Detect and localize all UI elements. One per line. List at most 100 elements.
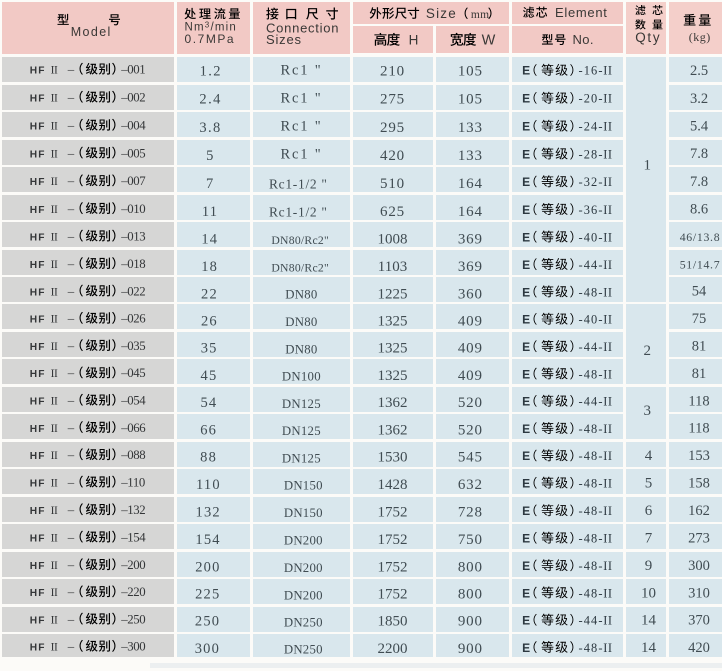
svg-text:26: 26 xyxy=(201,314,218,330)
svg-text:118: 118 xyxy=(688,421,709,437)
svg-text:1225: 1225 xyxy=(378,286,408,302)
svg-text:II: II xyxy=(603,422,612,436)
svg-text:II: II xyxy=(603,258,612,272)
svg-text:18: 18 xyxy=(201,259,218,275)
svg-text:–: – xyxy=(67,558,75,572)
svg-text:1103: 1103 xyxy=(378,259,407,275)
svg-text:75: 75 xyxy=(692,311,707,327)
svg-text:HF: HF xyxy=(30,205,46,216)
svg-text:E: E xyxy=(522,586,530,600)
svg-text:E: E xyxy=(522,422,530,436)
svg-text:II: II xyxy=(51,259,58,271)
svg-text:5: 5 xyxy=(206,148,214,164)
svg-text:-48-: -48- xyxy=(579,285,604,299)
svg-text:35: 35 xyxy=(201,341,218,357)
svg-text:162: 162 xyxy=(688,503,710,519)
svg-text:II: II xyxy=(51,176,58,188)
svg-text:E: E xyxy=(522,313,530,327)
svg-text:HF: HF xyxy=(30,588,46,599)
svg-text:HF: HF xyxy=(30,643,46,654)
svg-text:4: 4 xyxy=(645,448,653,464)
svg-text:54: 54 xyxy=(692,284,707,300)
svg-text:E: E xyxy=(522,559,530,573)
svg-text:900: 900 xyxy=(458,614,483,630)
svg-text:–: – xyxy=(67,284,75,298)
svg-text:11: 11 xyxy=(202,204,218,220)
svg-text:300: 300 xyxy=(688,558,710,574)
svg-text:51/14.7: 51/14.7 xyxy=(680,258,721,272)
svg-text:E: E xyxy=(522,614,530,628)
svg-text:45: 45 xyxy=(201,368,218,384)
svg-text:–: – xyxy=(67,640,75,654)
svg-text:DN125: DN125 xyxy=(282,424,321,438)
svg-text:–001: –001 xyxy=(120,63,145,77)
svg-text:E: E xyxy=(522,395,530,409)
svg-text:–200: –200 xyxy=(120,558,145,572)
svg-text:–: – xyxy=(67,366,75,380)
svg-text:1325: 1325 xyxy=(378,314,408,330)
svg-text:HF: HF xyxy=(30,533,46,544)
svg-text:HF: HF xyxy=(30,66,46,77)
svg-text:Model: Model xyxy=(71,25,112,39)
svg-text:II: II xyxy=(51,587,58,599)
svg-text:E: E xyxy=(522,367,530,381)
svg-text:800: 800 xyxy=(458,587,483,603)
svg-text:632: 632 xyxy=(458,477,483,493)
svg-text:–066: –066 xyxy=(120,421,146,435)
svg-text:II: II xyxy=(603,175,612,189)
svg-text:–: – xyxy=(67,257,75,271)
svg-text:II: II xyxy=(603,614,612,628)
svg-text:-48-: -48- xyxy=(579,586,604,600)
svg-text:3.2: 3.2 xyxy=(690,91,708,107)
svg-text:0.7MPa: 0.7MPa xyxy=(185,32,236,46)
svg-text:1428: 1428 xyxy=(378,477,408,493)
svg-text:E: E xyxy=(522,175,530,189)
svg-text:-48-: -48- xyxy=(579,641,604,655)
svg-text:1752: 1752 xyxy=(378,505,408,521)
svg-text:E: E xyxy=(522,340,530,354)
svg-text:369: 369 xyxy=(458,259,483,275)
svg-text:–: – xyxy=(67,585,75,599)
svg-text:153: 153 xyxy=(688,448,710,464)
svg-text:10: 10 xyxy=(641,585,656,601)
svg-text:-44-: -44- xyxy=(579,340,604,354)
svg-text:Sizes: Sizes xyxy=(266,32,302,47)
svg-text:II: II xyxy=(603,92,612,106)
svg-text:7.8: 7.8 xyxy=(690,146,708,162)
svg-text:–132: –132 xyxy=(120,503,145,517)
svg-text:II: II xyxy=(51,532,58,544)
svg-text:750: 750 xyxy=(458,532,483,548)
svg-text:1.2: 1.2 xyxy=(200,63,222,79)
svg-text:–: – xyxy=(67,229,75,243)
svg-text:II: II xyxy=(51,477,58,489)
svg-text:105: 105 xyxy=(458,63,483,79)
svg-text:-40-: -40- xyxy=(579,313,604,327)
svg-text:Rc1 ": Rc1 " xyxy=(281,62,323,78)
svg-text:E: E xyxy=(522,532,530,546)
svg-text:-16-: -16- xyxy=(579,64,604,78)
svg-text:81: 81 xyxy=(692,366,707,382)
svg-text:II: II xyxy=(603,559,612,573)
svg-text:520: 520 xyxy=(458,395,483,411)
svg-text:–035: –035 xyxy=(120,339,145,353)
svg-text:HF: HF xyxy=(30,506,46,517)
svg-text:DN80/Rc2": DN80/Rc2" xyxy=(271,234,329,247)
svg-text:–022: –022 xyxy=(120,284,145,298)
svg-text:DN150: DN150 xyxy=(284,506,323,520)
svg-text:14: 14 xyxy=(641,640,657,656)
svg-text:HF: HF xyxy=(30,149,46,160)
svg-text:E: E xyxy=(522,64,530,78)
svg-text:II: II xyxy=(603,64,612,78)
svg-text:158: 158 xyxy=(688,476,710,492)
svg-text:5.4: 5.4 xyxy=(690,119,709,135)
svg-text:Qty: Qty xyxy=(635,30,661,45)
svg-text:II: II xyxy=(51,93,58,105)
svg-text:210: 210 xyxy=(380,63,405,79)
svg-text:mm: mm xyxy=(471,9,490,21)
svg-text:No.: No. xyxy=(573,32,594,47)
svg-text:Rc1-1/2 ": Rc1-1/2 " xyxy=(269,177,328,192)
svg-text:Rc1 ": Rc1 " xyxy=(281,119,323,135)
svg-text:-48-: -48- xyxy=(579,504,604,518)
svg-text:1008: 1008 xyxy=(378,232,408,248)
svg-text:625: 625 xyxy=(380,204,405,220)
